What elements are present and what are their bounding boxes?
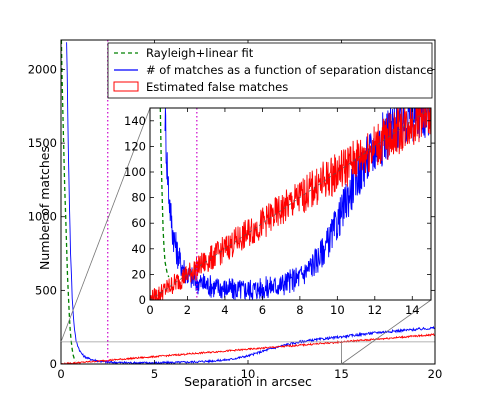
legend: Rayleigh+linear fit # of matches as a fun… (107, 42, 434, 99)
main-y-tick-label-1: 500 (35, 283, 57, 297)
inset-x-tick-label-0: 0 (146, 303, 153, 317)
legend-label-1: Rayleigh+linear fit (146, 46, 254, 60)
zoom-connector-top-left (60, 107, 151, 343)
inset-x-tick-label-2: 4 (221, 303, 228, 317)
main-x-tick-label-0: 0 (57, 367, 64, 381)
inset-y-tick-label-5: 100 (124, 165, 146, 179)
inset-x-tick-label-5: 10 (330, 303, 345, 317)
inset-y-tick-label-2: 40 (131, 242, 146, 256)
y-axis-label: Number of matches (37, 146, 52, 270)
main-x-tick-label-2: 10 (241, 367, 256, 381)
main-y-tick-label-0: 0 (50, 357, 57, 371)
main-series-group (61, 40, 435, 364)
inset-series-group (150, 108, 431, 300)
legend-label-2: # of matches as a function of separation… (146, 63, 434, 77)
inset-y-tick-label-7: 140 (124, 114, 146, 128)
inset-x-tick-label-3: 6 (259, 303, 266, 317)
main-y-tick-label-2: 1000 (28, 210, 57, 224)
inset-x-tick-label-6: 12 (367, 303, 382, 317)
main-y-tick-label-4: 2000 (28, 62, 57, 76)
main-x-tick-label-1: 5 (151, 367, 158, 381)
series-line-3 (150, 108, 431, 300)
series-line-1 (159, 108, 170, 278)
inset-y-tick-label-0: 0 (139, 293, 146, 307)
series-line-2 (66, 42, 435, 364)
legend-swatch-3 (113, 81, 139, 92)
zoom-connector-bottom-right (341, 299, 432, 365)
legend-box (107, 42, 433, 99)
legend-label-3: Estimated false matches (146, 80, 288, 94)
inset-frame (149, 107, 432, 301)
inset-y-tick-label-1: 20 (131, 267, 146, 281)
inset-x-tick-label-7: 14 (405, 303, 420, 317)
series-line-3 (61, 333, 435, 364)
main-y-tick-label-3: 1500 (28, 136, 57, 150)
x-axis-label: Separation in arcsec (184, 374, 312, 389)
inset-x-tick-label-4: 8 (296, 303, 303, 317)
inset-x-tick-label-1: 2 (184, 303, 191, 317)
series-line-1 (61, 40, 77, 362)
inset-y-tick-label-4: 80 (131, 191, 146, 205)
inset-y-tick-label-6: 120 (124, 139, 146, 153)
main-x-tick-label-3: 15 (334, 367, 349, 381)
inset-y-tick-label-3: 60 (131, 216, 146, 230)
main-x-tick-label-4: 20 (428, 367, 443, 381)
